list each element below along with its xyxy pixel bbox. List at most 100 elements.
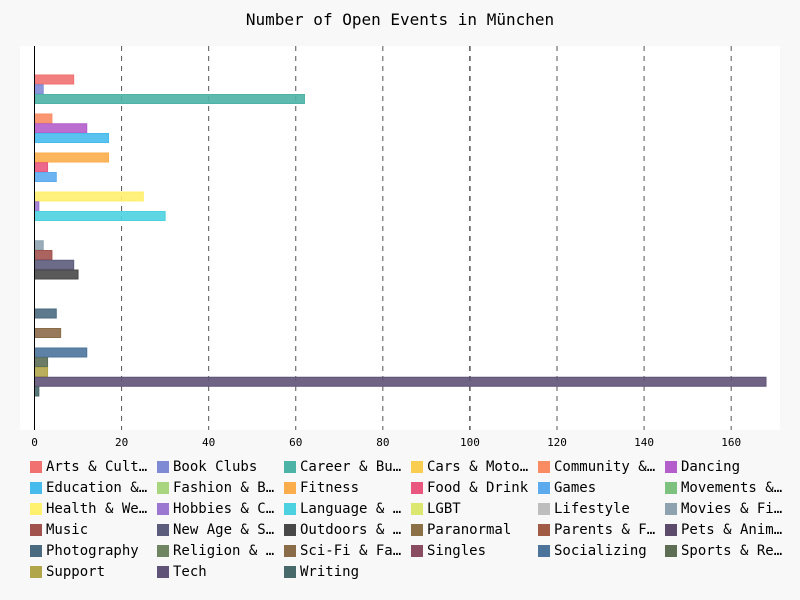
legend-item[interactable]: Hobbies & Crafts — [157, 500, 284, 518]
legend-item[interactable]: Movements & Politics — [665, 479, 792, 497]
x-tick-label: 80 — [376, 436, 389, 449]
legend-label: Singles — [427, 543, 487, 559]
bar: Health & Wellbeing: 25 — [34, 191, 144, 202]
legend-label: Education & Learning — [46, 480, 152, 496]
grid-lines — [121, 46, 732, 430]
legend-swatch — [284, 461, 296, 473]
legend-swatch — [665, 503, 677, 515]
legend-item[interactable]: Dancing — [665, 458, 792, 476]
legend-label: Movements & Politics — [681, 480, 787, 496]
legend-item[interactable]: Arts & Culture — [30, 458, 157, 476]
legend-item[interactable]: Games — [538, 479, 665, 497]
bar: Support: 3 — [34, 367, 49, 377]
legend-item[interactable]: Religion & Beliefs — [157, 542, 284, 560]
legend-label: Community & Environment — [554, 459, 660, 475]
legend-label: Fitness — [300, 480, 360, 496]
legend-item[interactable]: Socializing — [538, 542, 665, 560]
legend-swatch — [411, 545, 423, 557]
bar: Language & Ethnic Identity: 30 — [34, 211, 166, 221]
legend-item[interactable]: Sci-Fi & Fantasy — [284, 542, 411, 560]
legend-item[interactable]: Lifestyle — [538, 500, 665, 518]
legend-swatch — [411, 461, 423, 473]
bar: Music: 4 — [34, 250, 53, 260]
legend-swatch — [30, 461, 42, 473]
legend-label: Paranormal — [427, 522, 512, 538]
bars: Arts & Culture: 9Book Clubs: 2Career & B… — [34, 74, 767, 397]
bar: Career & Business: 62 — [34, 94, 305, 104]
legend-swatch — [538, 503, 550, 515]
legend-item[interactable]: Career & Business — [284, 458, 411, 476]
legend-label: Music — [46, 522, 89, 538]
legend-swatch — [157, 566, 169, 578]
legend-item[interactable]: Tech — [157, 563, 284, 581]
bar: Socializing: 12 — [34, 347, 88, 358]
legend-swatch — [538, 545, 550, 557]
legend-item[interactable]: Music — [30, 521, 157, 539]
legend-item[interactable]: Food & Drink — [411, 479, 538, 497]
x-tick-label: 0 — [31, 436, 38, 449]
legend-swatch — [30, 566, 42, 578]
x-tick-label: 140 — [634, 436, 654, 449]
legend-swatch — [30, 503, 42, 515]
bar: Sports & Recreation: 3 — [34, 357, 49, 368]
bar: Food & Drink: 3 — [34, 162, 49, 173]
legend-label: Career & Business — [300, 459, 406, 475]
legend-item[interactable]: Language & Ethnic Identity — [284, 500, 411, 518]
legend-label: Pets & Animals — [681, 522, 787, 538]
bar: Fitness: 17 — [34, 152, 110, 163]
legend-item[interactable]: Cars & Motorcycles — [411, 458, 538, 476]
plot-area — [20, 46, 780, 430]
legend-item[interactable]: Movies & Film — [665, 500, 792, 518]
legend-label: Socializing — [554, 543, 647, 559]
legend-item[interactable]: Community & Environment — [538, 458, 665, 476]
legend-swatch — [284, 524, 296, 536]
legend-label: Games — [554, 480, 597, 496]
legend-label: Language & Ethnic Identity — [300, 501, 406, 517]
legend-item[interactable]: New Age & Spirituality — [157, 521, 284, 539]
legend-item[interactable]: Fashion & Beauty — [157, 479, 284, 497]
legend-swatch — [30, 524, 42, 536]
legend-swatch — [284, 566, 296, 578]
legend-item[interactable]: Paranormal — [411, 521, 538, 539]
bar: Dancing: 12 — [34, 123, 88, 134]
legend-swatch — [538, 524, 550, 536]
legend-item[interactable]: Photography — [30, 542, 157, 560]
legend-label: Fashion & Beauty — [173, 480, 279, 496]
legend-label: Religion & Beliefs — [173, 543, 279, 559]
legend-item[interactable]: Fitness — [284, 479, 411, 497]
legend-item[interactable]: Book Clubs — [157, 458, 284, 476]
legend-item[interactable]: Education & Learning — [30, 479, 157, 497]
legend-swatch — [665, 524, 677, 536]
legend-swatch — [157, 482, 169, 494]
legend-item[interactable]: Health & Wellbeing — [30, 500, 157, 518]
bar: Games: 5 — [34, 172, 57, 182]
legend-item[interactable]: Sports & Recreation — [665, 542, 792, 560]
legend-swatch — [411, 482, 423, 494]
legend-label: Sci-Fi & Fantasy — [300, 543, 406, 559]
legend-item[interactable]: Parents & Family — [538, 521, 665, 539]
bar: Arts & Culture: 9 — [34, 74, 75, 85]
legend-label: Writing — [300, 564, 360, 580]
legend-item[interactable]: LGBT — [411, 500, 538, 518]
legend-item[interactable]: Writing — [284, 563, 411, 581]
legend-label: New Age & Spirituality — [173, 522, 279, 538]
chart-title: Number of Open Events in München — [245, 10, 555, 29]
legend-item[interactable]: Pets & Animals — [665, 521, 792, 539]
legend-swatch — [157, 503, 169, 515]
legend-swatch — [157, 461, 169, 473]
bar: Book Clubs: 2 — [34, 84, 44, 95]
legend-swatch — [284, 503, 296, 515]
legend-item[interactable]: Singles — [411, 542, 538, 560]
legend-label: Tech — [173, 564, 207, 580]
bar: Tech: 168 — [34, 376, 767, 387]
x-tick-labels: 0 20 40 60 80 100 120 140 160 — [31, 436, 741, 449]
legend-item[interactable]: Support — [30, 563, 157, 581]
legend-label: Food & Drink — [427, 480, 529, 496]
x-tick-label: 160 — [721, 436, 741, 449]
legend-swatch — [538, 482, 550, 494]
bar: New Age & Spirituality: 9 — [34, 259, 75, 270]
x-tick-label: 60 — [289, 436, 302, 449]
legend-item[interactable]: Outdoors & Adventure — [284, 521, 411, 539]
bar: Outdoors & Adventure: 10 — [34, 269, 79, 280]
legend-label: Book Clubs — [173, 459, 258, 475]
